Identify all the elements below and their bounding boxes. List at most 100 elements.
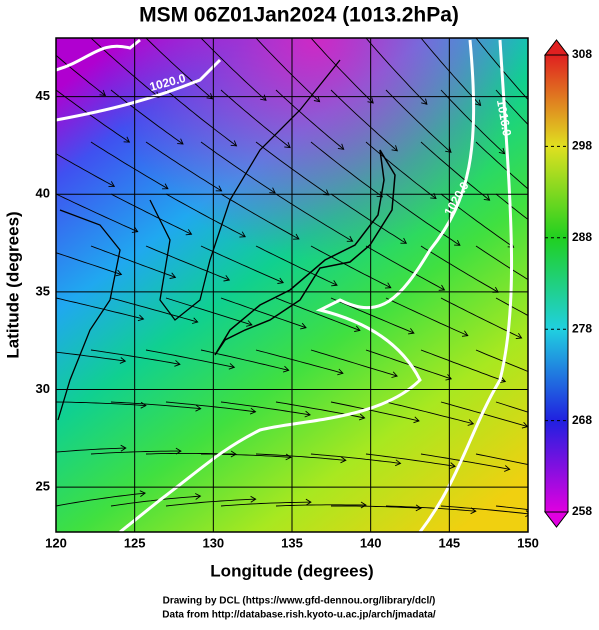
streamline [220,89,291,148]
streamline-arrow [474,99,482,107]
colorbar-extend-bottom [543,511,570,528]
footer-line: Drawing by DCL (https://www.gfd-dennou.o… [163,596,436,607]
streamline-arrow [230,140,238,147]
streamline [165,193,246,238]
streamline [145,349,235,368]
streamline [365,453,456,467]
streamline-arrow [108,181,116,188]
streamline [165,401,256,413]
y-tick-label: 25 [36,479,50,494]
colorbar-extend-top [543,39,570,56]
streamline [475,38,528,101]
streamline-arrow [445,374,453,381]
streamline [145,38,213,100]
y-tick-label: 45 [36,88,50,103]
streamline-arrow [239,231,246,238]
streamline [220,401,311,416]
x-axis-label: Longitude (degrees) [210,561,373,580]
streamline [331,505,422,509]
streamline-arrow [438,284,446,291]
colorbar-tick-label: 278 [572,321,592,335]
map-frame [55,37,529,533]
y-axis-label: Latitude (degrees) [3,211,22,358]
streamline [255,245,338,286]
streamline-arrow [470,507,477,515]
streamline-arrow [269,187,276,194]
streamline [56,193,138,233]
streamline-arrow [285,453,292,461]
streamline [90,450,181,455]
streamline [385,505,476,512]
streamline-arrow [358,413,366,421]
streamline [110,401,201,410]
streamline-arrow [162,183,169,190]
streamline [56,492,146,507]
streamline [56,89,130,143]
streamline [56,351,126,362]
streamline-arrow [246,320,253,327]
streamline-arrow [538,196,544,202]
streamline [56,252,122,275]
streamline-arrow [123,136,131,143]
streamline-arrow [194,493,202,500]
colorbar-tick-label: 298 [572,139,592,153]
streamline [440,193,514,248]
streamline [275,193,353,242]
streamline [385,297,468,337]
streamline [275,297,361,331]
streamline [385,89,452,153]
streamline [420,245,499,293]
streamline [56,401,146,407]
streamline-arrow [430,192,437,200]
streamline [201,453,291,458]
streamline-arrow [421,98,428,105]
streamline-arrow [249,407,257,415]
streamline-arrow [395,459,402,467]
streamline [255,453,346,461]
streamline [110,89,184,145]
streamline-arrow [293,233,300,240]
streamline [440,505,528,515]
streamline [56,297,144,320]
streamline-arrow [120,444,127,452]
streamline [275,504,367,507]
streamline-arrow [140,401,147,409]
colorbar-tick-label: 268 [572,413,592,427]
streamline [385,401,474,425]
streamline-arrow [449,462,456,470]
streamline-arrow [346,235,354,242]
streamline-arrow [454,239,461,246]
streamline-arrow [529,101,535,107]
title: MSM 06Z01Jan2024 (1013.2hPa) [139,4,459,27]
streamline [365,141,437,199]
x-tick-label: 120 [45,535,67,550]
streamline [385,193,461,246]
streamline-arrow [570,335,576,340]
streamline-arrow [391,145,398,152]
streamline-arrow [305,498,312,506]
streamline [90,141,169,190]
streamline-arrow [337,143,345,150]
streamline [330,193,407,244]
streamline [475,453,528,465]
streamline [475,245,528,281]
streamline-arrow [228,363,236,370]
streamline [330,297,415,334]
streamline-arrow [461,330,469,337]
streamline [330,401,420,422]
streamline [310,38,374,104]
streamline [165,89,237,147]
streamline [200,38,267,101]
streamline [365,349,452,380]
streamline-arrow [499,376,507,384]
streamline-arrow [137,314,145,322]
streamline-arrow [230,450,237,458]
streamline-arrow [354,325,361,332]
streamline-arrow [250,495,257,503]
streamline-arrow [331,280,338,287]
streamline-arrow [498,147,506,155]
streamline [56,447,126,453]
streamline [56,153,115,187]
streamline-arrow [115,269,123,277]
y-tick-label: 30 [36,381,50,396]
